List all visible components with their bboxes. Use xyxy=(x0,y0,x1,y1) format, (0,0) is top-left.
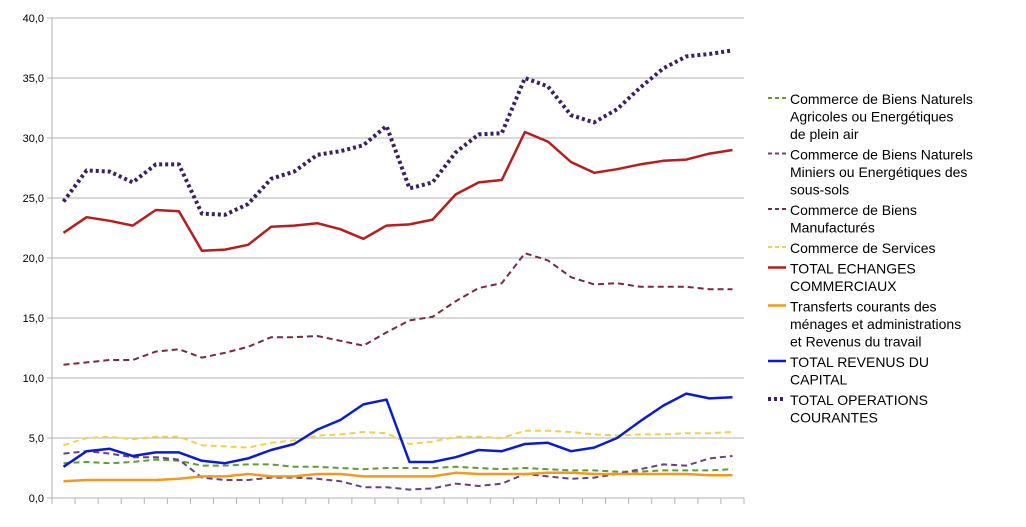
y-tick-label: 30,0 xyxy=(23,133,44,145)
legend-item-8: TOTAL OPERATIONS COURANTES xyxy=(768,392,928,426)
y-tick-label: 10,0 xyxy=(23,373,44,385)
legend-label: COURANTES xyxy=(790,410,878,426)
legend-label: CAPITAL xyxy=(790,372,848,388)
legend-label: et Revenus du travail xyxy=(790,334,922,350)
legend-label: Commerce de Biens Naturels xyxy=(790,91,973,107)
series-line-6 xyxy=(63,471,733,483)
series-line-7 xyxy=(62,392,733,468)
y-tick-label: 40,0 xyxy=(23,13,44,25)
y-tick-label: 0,0 xyxy=(29,493,44,505)
legend-label: TOTAL ECHANGES xyxy=(790,261,916,277)
y-tick-label: 15,0 xyxy=(23,313,44,325)
legend-label: sous-sols xyxy=(790,182,849,198)
y-tick-label: 25,0 xyxy=(23,193,44,205)
legend-label: Commerce de Biens xyxy=(790,202,917,218)
legend-item-3: Commerce de Biens Manufacturés xyxy=(768,202,917,236)
legend-label: Manufacturés xyxy=(790,220,875,236)
y-tick-label: 20,0 xyxy=(23,253,44,265)
series-line-2 xyxy=(63,450,733,491)
series-line-4 xyxy=(63,429,733,449)
series-line-5 xyxy=(62,130,733,253)
legend-label: ménages et administrations xyxy=(790,316,961,332)
legend-label: TOTAL REVENUS DU xyxy=(790,354,929,370)
series-line-3 xyxy=(63,252,733,366)
legend-label: Transferts courants des xyxy=(790,299,937,315)
legend-item-1: Commerce de Biens Naturels Agricoles ou E… xyxy=(768,91,973,142)
legend-label: Commerce de Services xyxy=(790,240,936,256)
legend-label: COMMERCIAUX xyxy=(790,278,897,294)
y-tick-label: 35,0 xyxy=(23,73,44,85)
legend-label: Miniers ou Energétiques des xyxy=(790,164,967,180)
axes: 0,0 5,0 10,0 15,0 20,0 25,0 30,0 35,0 40,0 xyxy=(23,13,745,505)
series-line-8 xyxy=(61,48,733,217)
legend-item-7: TOTAL REVENUS DU CAPITAL xyxy=(768,354,929,388)
y-tick-label: 5,0 xyxy=(29,433,44,445)
series-line-1 xyxy=(63,458,733,473)
legend-label: de plein air xyxy=(790,126,859,142)
legend: Commerce de Biens Naturels Agricoles ou E… xyxy=(768,91,973,426)
series-lines xyxy=(61,48,733,491)
legend-item-4: Commerce de Services xyxy=(768,240,936,256)
legend-label: TOTAL OPERATIONS xyxy=(790,392,928,408)
gridlines xyxy=(52,17,744,499)
legend-label: Agricoles ou Energétiques xyxy=(790,109,953,125)
legend-label: Commerce de Biens Naturels xyxy=(790,147,973,163)
